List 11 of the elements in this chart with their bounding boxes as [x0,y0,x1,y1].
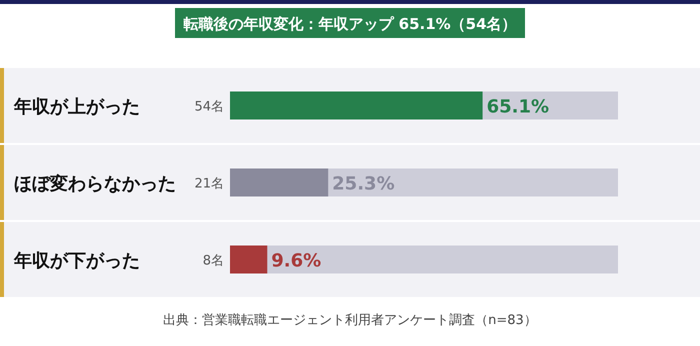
data-label: 9.6% [271,250,322,272]
data-label: 25.3% [332,174,395,194]
chart-title: 転職後の年収変化：年収アップ 65.1%（54名） [183,15,517,33]
text: 21名 [194,176,224,192]
source-note: 出典：営業職転職エージェント利用者アンケート調査（n=83） [163,313,537,328]
y-tick-label: 年収が下がった [13,250,140,272]
y-tick-label: 年収が上がった [13,96,140,118]
text: 54名 [194,100,224,114]
data-label: 65.1% [486,96,550,118]
y-tick-label: ほぼ変わらなかった [14,174,176,194]
text: 8名 [202,254,224,268]
